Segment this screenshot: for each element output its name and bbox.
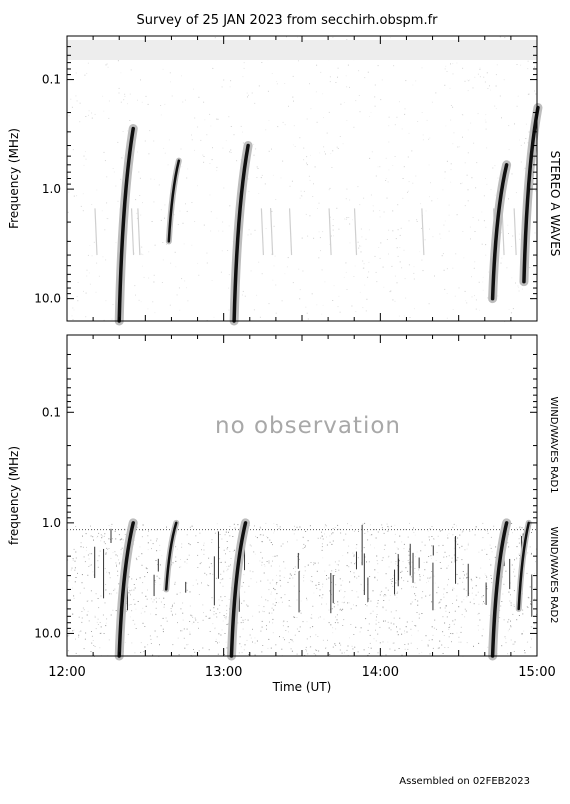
faint-streak [137,208,141,256]
x-tick-label: 14:00 [362,665,399,680]
no-observation-label: no observation [215,413,401,439]
panel-1: 0.1 1.0 10.0 Frequency (MHz) STEREO A WAVES [7,35,562,326]
y-axis-1: 0.1 1.0 10.0 Frequency (MHz) [7,35,537,306]
faint-streak [130,208,135,256]
y-tick-label: 0.1 [42,405,61,419]
y-tick-label: 1.0 [42,182,61,196]
burst-5 [522,105,540,284]
burst-3 [229,521,248,658]
panel-frame-2 [66,334,538,657]
y-axis-label: Frequency (MHz) [7,128,21,229]
faint-streak [513,208,517,256]
right-instrument-label: STEREO A WAVES [548,151,562,257]
noise-texture-2 [67,522,538,657]
y-tick-label: 1.0 [42,516,61,530]
burst-1 [117,126,135,323]
x-tick-label: 13:00 [205,665,242,680]
y-tick-label: 0.1 [42,73,61,87]
x-axis-1 [66,36,538,321]
x-axis-label: Time (UT) [272,680,332,694]
y-axis-label: frequency (MHz) [7,446,21,545]
faint-streak [94,208,98,256]
x-axis-2: 12:00 13:00 14:00 15:00 Time (UT) [48,335,556,694]
burst-4 [490,521,509,658]
burst-2 [164,521,178,591]
y-axis-2: 0.1 1.0 10.0 frequency (MHz) [7,334,537,640]
figure-title: Survey of 25 JAN 2023 from secchirh.obsp… [137,13,439,28]
faint-streak [421,208,425,256]
faint-streak [260,208,264,256]
low-frequency-band [67,40,537,60]
burst-4 [490,163,509,301]
right-instrument-label-top: WIND/WAVES RAD1 [548,396,559,493]
faint-streak [270,208,274,256]
burst-1 [117,521,135,658]
faint-streak [353,208,358,256]
x-tick-label: 12:00 [48,665,85,680]
burst-2 [167,159,181,243]
panel-2: 0.1 1.0 10.0 frequency (MHz) 12:00 13:00 14:00… [7,334,559,694]
right-instrument-label-bottom: WIND/WAVES RAD2 [548,526,559,623]
faint-streak [288,208,293,256]
burst-3 [232,143,250,323]
noise-texture-1 [67,36,537,322]
assembled-footer: Assembled on 02FEB2023 [399,776,530,787]
faint-streak [328,208,332,256]
panel-frame-1 [66,35,538,322]
x-tick-label: 15:00 [518,665,555,680]
burst-5 [517,521,530,611]
y-tick-label: 10.0 [34,626,61,640]
y-tick-label: 10.0 [34,292,61,306]
